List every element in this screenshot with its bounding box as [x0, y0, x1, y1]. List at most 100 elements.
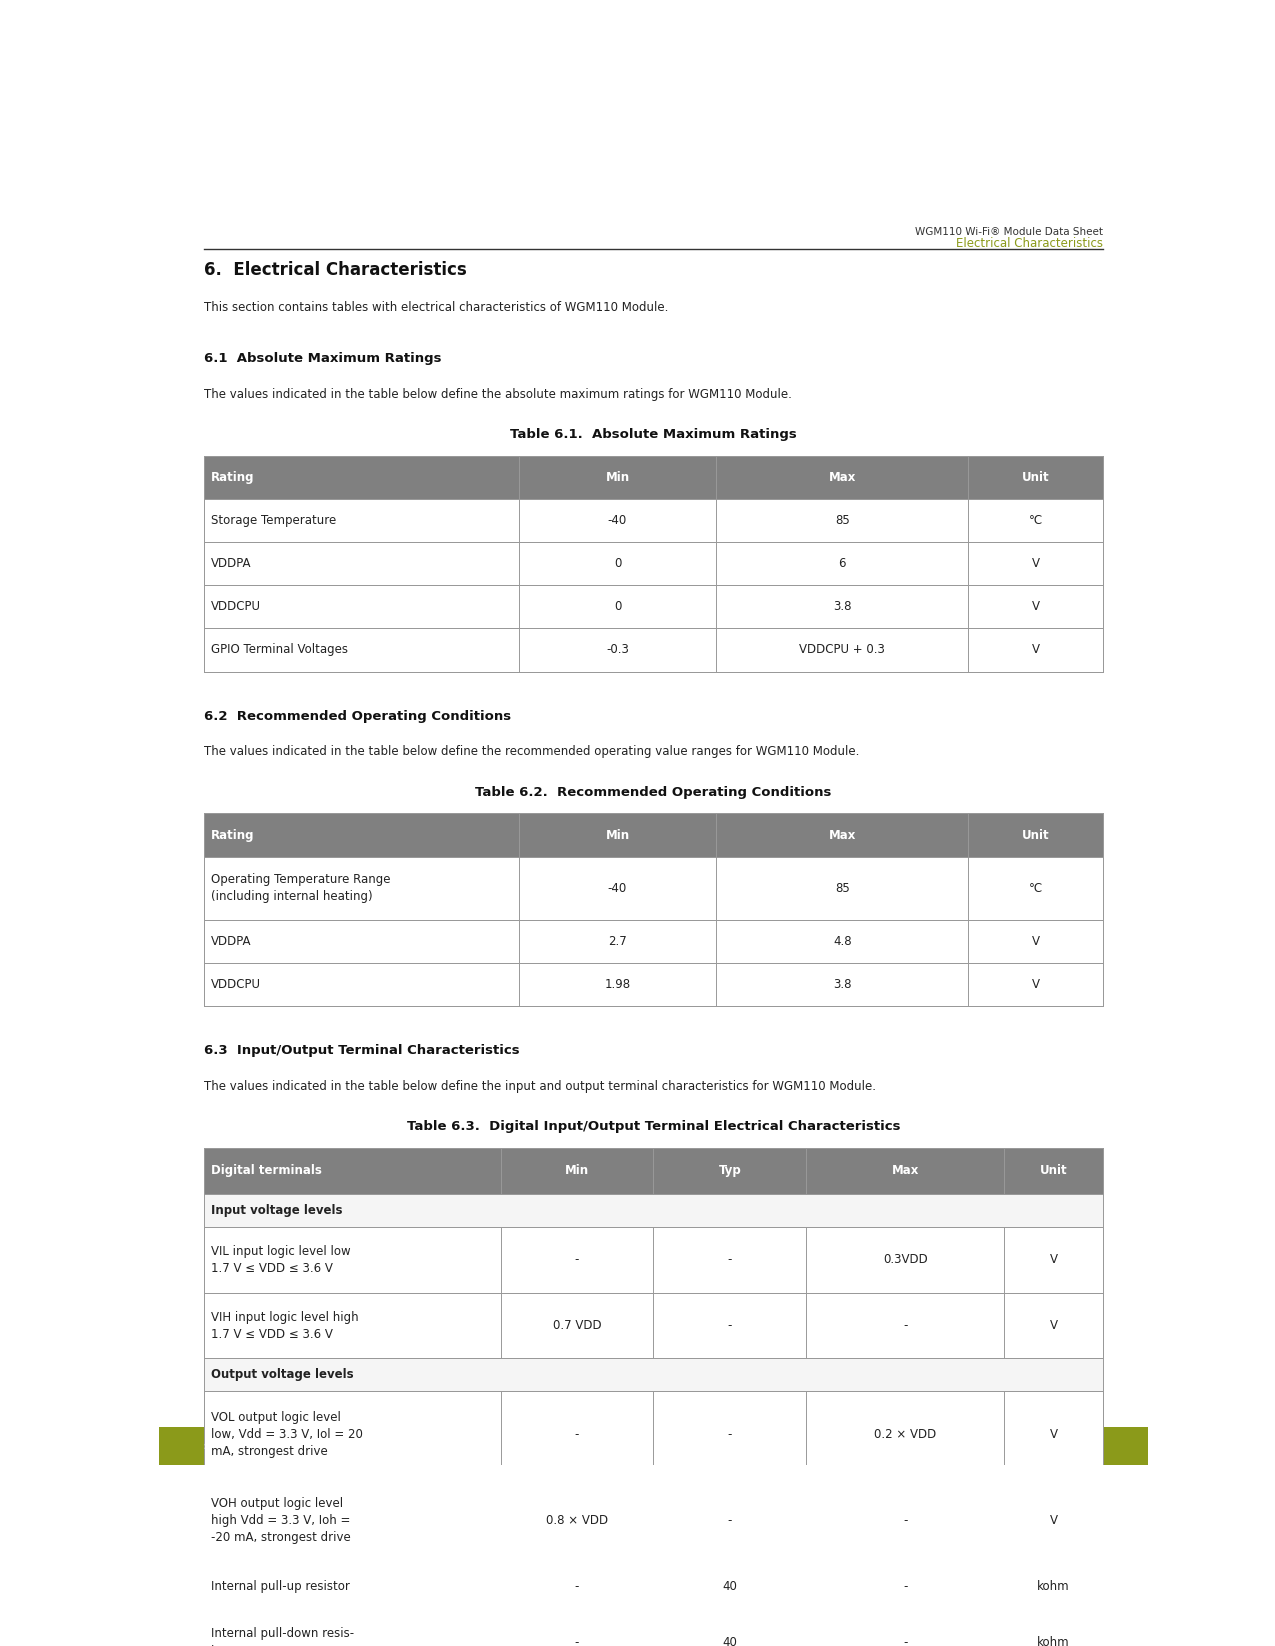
Text: -: - [903, 1636, 908, 1646]
Text: V: V [1049, 1253, 1057, 1266]
Text: VDDCPU: VDDCPU [210, 601, 261, 614]
Bar [204, 813, 1103, 856]
Text: -40: -40 [608, 514, 627, 527]
Text: -: - [728, 1318, 732, 1332]
Text: -0.3: -0.3 [606, 644, 629, 657]
Text: VDDPA: VDDPA [210, 558, 251, 570]
Text: 3.8: 3.8 [833, 601, 852, 614]
Text: 0.7 VDD: 0.7 VDD [552, 1318, 602, 1332]
Text: 6.1  Absolute Maximum Ratings: 6.1 Absolute Maximum Ratings [204, 352, 441, 365]
Text: 6: 6 [839, 558, 847, 570]
Text: -: - [575, 1429, 579, 1440]
Text: Rating: Rating [210, 828, 254, 841]
Text: GPIO Terminal Voltages: GPIO Terminal Voltages [210, 644, 348, 657]
Text: The values indicated in the table below define the recommended operating value r: The values indicated in the table below … [204, 746, 859, 759]
Bar [204, 920, 1103, 963]
Text: 0: 0 [613, 601, 621, 614]
Bar [204, 542, 1103, 586]
Bar [204, 1226, 1103, 1292]
Text: 85: 85 [835, 882, 849, 895]
Text: 6.2  Recommended Operating Conditions: 6.2 Recommended Operating Conditions [204, 709, 511, 723]
Text: Output voltage levels: Output voltage levels [210, 1368, 353, 1381]
Text: -: - [728, 1253, 732, 1266]
Bar [204, 1391, 1103, 1478]
Bar [204, 1193, 1103, 1226]
Text: 6.  Electrical Characteristics: 6. Electrical Characteristics [204, 262, 467, 278]
Text: -: - [903, 1514, 908, 1527]
Text: 0.2 × VDD: 0.2 × VDD [875, 1429, 936, 1440]
Bar [204, 1610, 1103, 1646]
Text: Table 6.3.  Digital Input/Output Terminal Electrical Characteristics: Table 6.3. Digital Input/Output Terminal… [407, 1121, 900, 1132]
Text: 40: 40 [723, 1580, 737, 1593]
Bar [204, 499, 1103, 542]
Text: The values indicated in the table below define the absolute maximum ratings for : The values indicated in the table below … [204, 388, 792, 400]
Text: -: - [575, 1580, 579, 1593]
Bar [204, 1564, 1103, 1610]
Text: The values indicated in the table below define the input and output terminal cha: The values indicated in the table below … [204, 1080, 876, 1093]
Text: -: - [728, 1514, 732, 1527]
Text: -: - [903, 1318, 908, 1332]
Text: Storage Temperature: Storage Temperature [210, 514, 337, 527]
Text: VDDCPU: VDDCPU [210, 978, 261, 991]
Text: 0.3VDD: 0.3VDD [882, 1253, 928, 1266]
Text: Min: Min [606, 471, 630, 484]
Text: This section contains tables with electrical characteristics of WGM110 Module.: This section contains tables with electr… [204, 301, 668, 314]
Text: 0: 0 [613, 558, 621, 570]
Text: -40: -40 [608, 882, 627, 895]
Text: kohm: kohm [1038, 1636, 1070, 1646]
Text: Min: Min [565, 1164, 589, 1177]
Bar [204, 856, 1103, 920]
Text: 4.8: 4.8 [833, 935, 852, 948]
Text: 6.3  Input/Output Terminal Characteristics: 6.3 Input/Output Terminal Characteristic… [204, 1044, 519, 1057]
Text: V: V [1049, 1514, 1057, 1527]
Text: 40: 40 [723, 1636, 737, 1646]
Text: Electrical Characteristics: Electrical Characteristics [956, 237, 1103, 250]
Bar [204, 586, 1103, 629]
Text: Operating Temperature Range
(including internal heating): Operating Temperature Range (including i… [210, 874, 390, 904]
Text: Rev. 1.0  |  19: Rev. 1.0 | 19 [1031, 1440, 1103, 1452]
Text: 3.8: 3.8 [833, 978, 852, 991]
Text: VOH output logic level
high Vdd = 3.3 V, Ioh =
-20 mA, strongest drive: VOH output logic level high Vdd = 3.3 V,… [210, 1498, 351, 1544]
Text: V: V [1031, 558, 1039, 570]
Text: °C: °C [1029, 882, 1043, 895]
Text: -: - [575, 1636, 579, 1646]
Text: -: - [575, 1253, 579, 1266]
Text: V: V [1049, 1318, 1057, 1332]
Text: VDDPA: VDDPA [210, 935, 251, 948]
Text: Rating: Rating [210, 471, 254, 484]
Text: silabs.com | Smart. Connected. Energy-friendly.: silabs.com | Smart. Connected. Energy-fr… [204, 1440, 453, 1452]
Text: Unit: Unit [1040, 1164, 1067, 1177]
Text: 0.8 × VDD: 0.8 × VDD [546, 1514, 608, 1527]
Text: V: V [1049, 1429, 1057, 1440]
Bar [204, 1358, 1103, 1391]
Text: Max: Max [891, 1164, 919, 1177]
Text: VIH input logic level high
1.7 V ≤ VDD ≤ 3.6 V: VIH input logic level high 1.7 V ≤ VDD ≤… [210, 1310, 358, 1340]
Text: Table 6.1.  Absolute Maximum Ratings: Table 6.1. Absolute Maximum Ratings [510, 428, 797, 441]
Text: Max: Max [829, 828, 856, 841]
Text: Digital terminals: Digital terminals [210, 1164, 321, 1177]
Bar [159, 1427, 1148, 1465]
Text: Internal pull-up resistor: Internal pull-up resistor [210, 1580, 349, 1593]
Text: Table 6.2.  Recommended Operating Conditions: Table 6.2. Recommended Operating Conditi… [476, 785, 831, 798]
Text: 2.7: 2.7 [608, 935, 627, 948]
Bar [204, 1292, 1103, 1358]
Bar [204, 629, 1103, 672]
Text: Unit: Unit [1021, 471, 1049, 484]
Text: Input voltage levels: Input voltage levels [210, 1203, 342, 1216]
Text: V: V [1031, 644, 1039, 657]
Bar [204, 1478, 1103, 1564]
Bar [204, 963, 1103, 1006]
Text: 85: 85 [835, 514, 849, 527]
Text: -: - [728, 1429, 732, 1440]
Text: -: - [903, 1580, 908, 1593]
Text: VIL input logic level low
1.7 V ≤ VDD ≤ 3.6 V: VIL input logic level low 1.7 V ≤ VDD ≤ … [210, 1244, 351, 1274]
Bar [204, 1149, 1103, 1193]
Bar [204, 456, 1103, 499]
Text: V: V [1031, 978, 1039, 991]
Text: Min: Min [606, 828, 630, 841]
Text: °C: °C [1029, 514, 1043, 527]
Text: V: V [1031, 601, 1039, 614]
Text: Typ: Typ [719, 1164, 741, 1177]
Text: VOL output logic level
low, Vdd = 3.3 V, Iol = 20
mA, strongest drive: VOL output logic level low, Vdd = 3.3 V,… [210, 1411, 362, 1458]
Text: V: V [1031, 935, 1039, 948]
